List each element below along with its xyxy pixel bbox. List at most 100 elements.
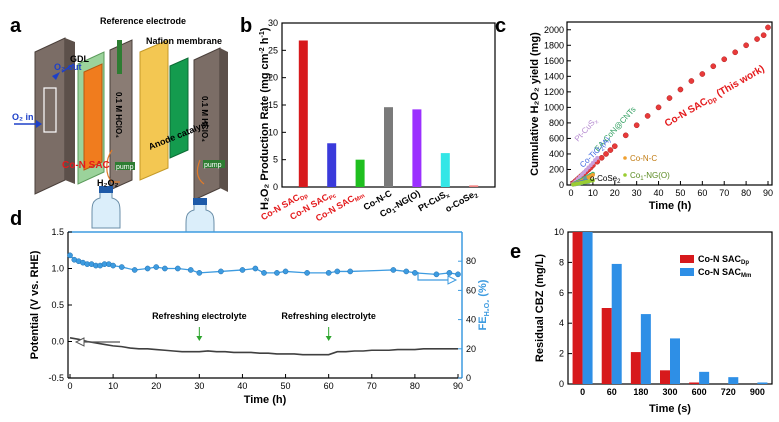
legend-sub: Dp	[741, 260, 749, 266]
bar-1-6	[757, 382, 768, 384]
fe-point	[174, 265, 181, 272]
y-tick-label: 1000	[544, 102, 564, 112]
panel-label-d: d	[10, 208, 22, 230]
o2-in-arrowhead	[36, 120, 42, 128]
x-tick-label: 720	[721, 387, 736, 397]
bar-3	[384, 107, 393, 187]
y-label-end: )	[259, 27, 271, 31]
fe-point	[455, 271, 461, 278]
fe-point	[67, 252, 73, 259]
y-tick-label: 2	[559, 349, 564, 359]
x-axis-label: Time (s)	[649, 403, 691, 415]
point-series-0	[699, 71, 706, 77]
x-tick-label: 0	[67, 381, 72, 391]
product-bottle-cap	[99, 186, 113, 193]
y-label-mid: h	[259, 37, 271, 47]
y-right-label-end: (%)	[477, 279, 489, 300]
anode-catalyst	[169, 57, 189, 159]
fe-point	[110, 262, 116, 269]
panel-label-c: c	[495, 15, 506, 37]
legend-main: Co-N SAC	[698, 267, 741, 277]
electrolyte-chamber	[109, 39, 133, 191]
fe-point	[187, 267, 194, 273]
x-tick-label: 70	[719, 188, 729, 198]
category-sub: 1	[391, 208, 397, 215]
y-axis-label: H₂O₂ Production Rate (mg cm-2 h-1)	[259, 27, 271, 210]
bar-6	[469, 185, 479, 187]
fe-point	[390, 267, 397, 273]
panel-label-b: b	[240, 15, 252, 37]
bar-1-5	[728, 377, 739, 384]
annotation-arrowhead-0	[196, 336, 203, 341]
y-left-tick-label: 1.5	[51, 227, 64, 237]
y-tick-label: 10	[268, 127, 278, 137]
x-tick-label: 10	[108, 381, 118, 391]
panel-e-chart: 0 2 4 6 8 10 0 60 180 300 600 720 900 Co-N SACDpCo-N …	[534, 227, 773, 415]
fe-point	[144, 265, 151, 272]
y-tick-label: 1200	[544, 87, 564, 97]
y-tick-label: 8	[559, 257, 564, 267]
potential-line	[69, 337, 458, 356]
bar-0-2	[630, 352, 641, 384]
y-right-tick-label: 40	[466, 315, 476, 325]
bar-0	[298, 40, 308, 187]
point-series-4	[590, 172, 595, 177]
annotation-main: Co	[630, 171, 641, 180]
electrolyte-right-label: 0.1 M HClO₄	[200, 96, 209, 142]
point-series-0	[688, 78, 695, 84]
y-tick-label: 5	[273, 155, 278, 165]
x-tick-label: 20	[151, 381, 161, 391]
fe-point	[118, 264, 125, 270]
y-left-tick-label: -0.5	[48, 373, 64, 383]
y-tick-label: 0	[559, 379, 564, 389]
x-tick-label: 600	[692, 387, 707, 397]
y-right-label-main: FE	[477, 316, 489, 330]
category-sub: Dp	[299, 193, 309, 202]
cose-key-marker	[583, 176, 587, 180]
point-series-1	[595, 155, 600, 160]
legend-swatch-0	[680, 255, 694, 263]
bar-0-3	[660, 370, 670, 384]
y-right-tick-label: 80	[466, 256, 476, 266]
right-end-plate-side	[220, 48, 228, 192]
conc-key-marker	[623, 156, 627, 160]
y-left-tick-label: 0.0	[51, 337, 64, 347]
tubing-right	[196, 159, 205, 185]
y-tick-label: 20	[268, 73, 278, 83]
bar-0-0	[572, 232, 583, 384]
bar-0-4	[689, 382, 700, 384]
y-tick-label: 0	[273, 182, 278, 192]
fe-point	[239, 267, 246, 273]
point-series-0	[666, 95, 673, 101]
bar-1-0	[582, 232, 593, 384]
x-tick-label: 50	[281, 381, 291, 391]
y-left-tick-label: 0.5	[51, 300, 64, 310]
pump-right-box	[203, 160, 225, 168]
y-axis-label: Cumulative H₂O₂ yield (mg)	[529, 32, 541, 176]
o2-out-label: O₂ out	[54, 62, 82, 72]
pump-left-box	[115, 162, 135, 170]
panel-c-chart: 0 10 20 30 40 50 60 70 80 90020040060080010001200…	[529, 21, 773, 212]
x-category-label-6: o-CoSe2	[444, 188, 481, 216]
fe-point	[282, 268, 289, 275]
annotation-cose: o-CoSe2	[590, 174, 621, 185]
annotation-sub: 1	[640, 176, 644, 182]
x-axis-label: Time (h)	[244, 394, 287, 406]
bar-1-3	[670, 338, 680, 384]
pump-left-label: pump	[116, 164, 134, 171]
point-series-0	[677, 86, 684, 93]
annotation-ptcus: Pt-CuSx	[573, 116, 600, 145]
point-series-0	[603, 151, 609, 157]
point-series-1	[590, 160, 595, 165]
x-tick-label: 90	[453, 381, 463, 391]
legend-swatch-1	[680, 268, 694, 276]
panel-label-a: a	[10, 15, 22, 37]
fe-point	[218, 268, 224, 275]
fe-axis-arrow	[417, 272, 448, 281]
x-tick-label: 40	[654, 188, 664, 198]
product-bottle	[91, 191, 121, 229]
point-series-0	[765, 24, 771, 31]
point-series-0	[598, 154, 605, 161]
y-tick-label: 2000	[544, 25, 564, 35]
